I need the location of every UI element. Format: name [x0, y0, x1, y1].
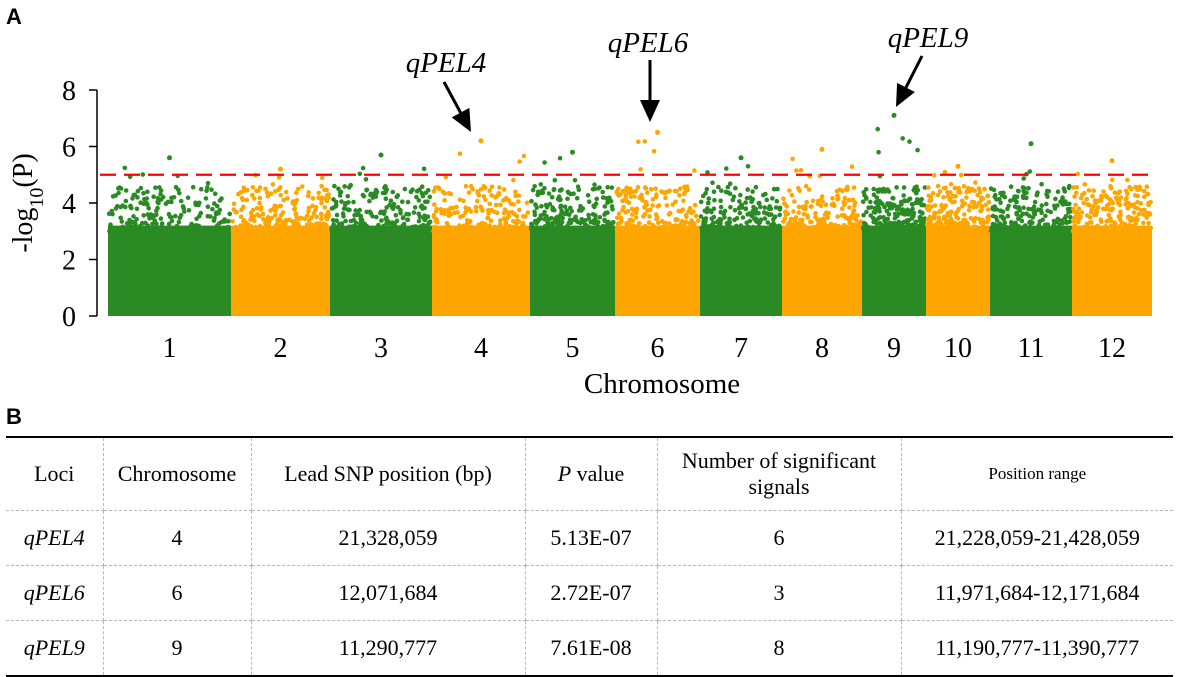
panel-a-label: A	[6, 4, 22, 29]
peak-point-chr-2	[278, 166, 283, 172]
chromosome-block-4	[431, 138, 531, 316]
x-tick-label: 6	[651, 333, 665, 364]
x-tick-label: 5	[566, 333, 580, 364]
annotation-label: qPEL4	[406, 47, 487, 79]
cell-lead-snp: 11,290,777	[250, 620, 526, 676]
chromosome-block-2	[230, 166, 332, 316]
cell-p-value: 5.13E-07	[524, 510, 658, 566]
table-row: qPEL9 9 11,290,777 7.61E-08 8 11,190,777…	[6, 620, 1173, 676]
y-tick-label: 4	[62, 189, 76, 220]
cell-loci: qPEL9	[6, 620, 104, 676]
x-tick-label: 7	[734, 333, 748, 364]
annotation-label: qPEL6	[608, 27, 689, 59]
x-tick-label: 8	[815, 333, 829, 364]
peak-point-chr-9	[891, 112, 897, 118]
peak-point-chr-10	[955, 163, 961, 169]
cell-range: 21,228,059-21,428,059	[900, 510, 1173, 566]
arrow-head-icon	[640, 100, 660, 122]
x-axis-label: Chromosome	[584, 368, 740, 400]
table-row: qPEL6 6 12,071,684 2.72E-07 3 11,971,684…	[6, 565, 1173, 621]
chromosome-block-1	[106, 155, 232, 316]
cell-chromosome: 9	[102, 620, 252, 676]
cell-lead-snp: 12,071,684	[250, 565, 526, 621]
chromosome-block-6	[614, 129, 701, 316]
table-row: qPEL4 4 21,328,059 5.13E-07 6 21,228,059…	[6, 510, 1173, 566]
cell-loci: qPEL4	[6, 510, 104, 566]
y-tick-label: 0	[62, 302, 76, 333]
annotation-qPEL4: qPEL4	[406, 47, 487, 132]
annotation-qPEL6: qPEL6	[608, 27, 689, 122]
cell-p-value: 7.61E-08	[524, 620, 658, 676]
qtl-annotations: qPEL4 qPEL6 qPEL9	[406, 22, 969, 132]
x-tick-label: 12	[1098, 333, 1126, 364]
chromosome-block-10	[924, 163, 992, 316]
chromosome-block-9	[860, 112, 928, 316]
y-ticks: 0 2 4 6 8	[62, 76, 97, 333]
peak-point-chr-5	[570, 149, 575, 155]
x-tick-label: 10	[944, 333, 972, 364]
cell-chromosome: 4	[102, 510, 252, 566]
cell-lead-snp: 21,328,059	[250, 510, 526, 566]
peak-point-chr-12	[1109, 158, 1115, 164]
peak-point-chr-3	[378, 152, 384, 158]
peak-point-chr-11	[1028, 141, 1034, 147]
arrow-shaft	[904, 55, 924, 89]
x-tick-label: 1	[163, 333, 177, 364]
peak-point-chr-6	[655, 129, 660, 135]
chromosome-block-11	[988, 141, 1073, 316]
header-lead-snp: Lead SNP position (bp)	[250, 437, 526, 511]
x-tick-label: 3	[374, 333, 388, 364]
y-tick-label: 6	[62, 133, 76, 164]
cell-loci: qPEL6	[6, 565, 104, 621]
chromosome-block-5	[529, 149, 616, 316]
x-tick-label: 11	[1018, 333, 1045, 364]
cell-range: 11,190,777-11,390,777	[900, 620, 1173, 676]
header-num-signals: Number of significant signals	[656, 437, 902, 511]
y-tick-label: 2	[62, 246, 76, 277]
header-position-range: Position range	[900, 437, 1173, 511]
x-tick-label: 2	[274, 333, 288, 364]
chromosome-block-8	[781, 146, 863, 316]
arrow-head-icon	[896, 82, 915, 107]
x-ticks: 1 2 3 4 5 6 7 8 9 10 11 12	[163, 333, 1127, 364]
cell-p-value: 2.72E-07	[524, 565, 658, 621]
peak-point-chr-7	[738, 155, 744, 161]
chromosome-block-12	[1070, 158, 1154, 316]
header-loci: Loci	[6, 437, 104, 511]
cell-signals: 3	[656, 565, 902, 621]
y-tick-label: 8	[62, 76, 76, 107]
cell-signals: 8	[656, 620, 902, 676]
cell-range: 11,971,684-12,171,684	[900, 565, 1173, 621]
peak-point-chr-8	[819, 146, 825, 152]
snp-points	[106, 112, 1154, 316]
chromosome-block-3	[329, 152, 434, 316]
arrow-shaft	[442, 81, 462, 114]
x-tick-label: 4	[474, 333, 488, 364]
arrow-head-icon	[451, 107, 471, 132]
header-p-value: P value	[524, 437, 658, 511]
panel-b-label: B	[6, 404, 22, 429]
annotation-qPEL9: qPEL9	[888, 22, 969, 107]
annotation-label: qPEL9	[888, 22, 969, 54]
peak-point-chr-1	[167, 155, 172, 161]
cell-chromosome: 6	[102, 565, 252, 621]
cell-signals: 6	[656, 510, 902, 566]
header-chromosome: Chromosome	[102, 437, 252, 511]
table-header-row: Loci Chromosome Lead SNP position (bp) P…	[6, 437, 1173, 511]
chromosome-block-7	[698, 155, 783, 316]
peak-point-chr-4	[478, 138, 484, 144]
qtl-table: Loci Chromosome Lead SNP position (bp) P…	[6, 436, 1173, 677]
y-axis-label: -log10(P)	[8, 153, 48, 252]
x-tick-label: 9	[887, 333, 901, 364]
